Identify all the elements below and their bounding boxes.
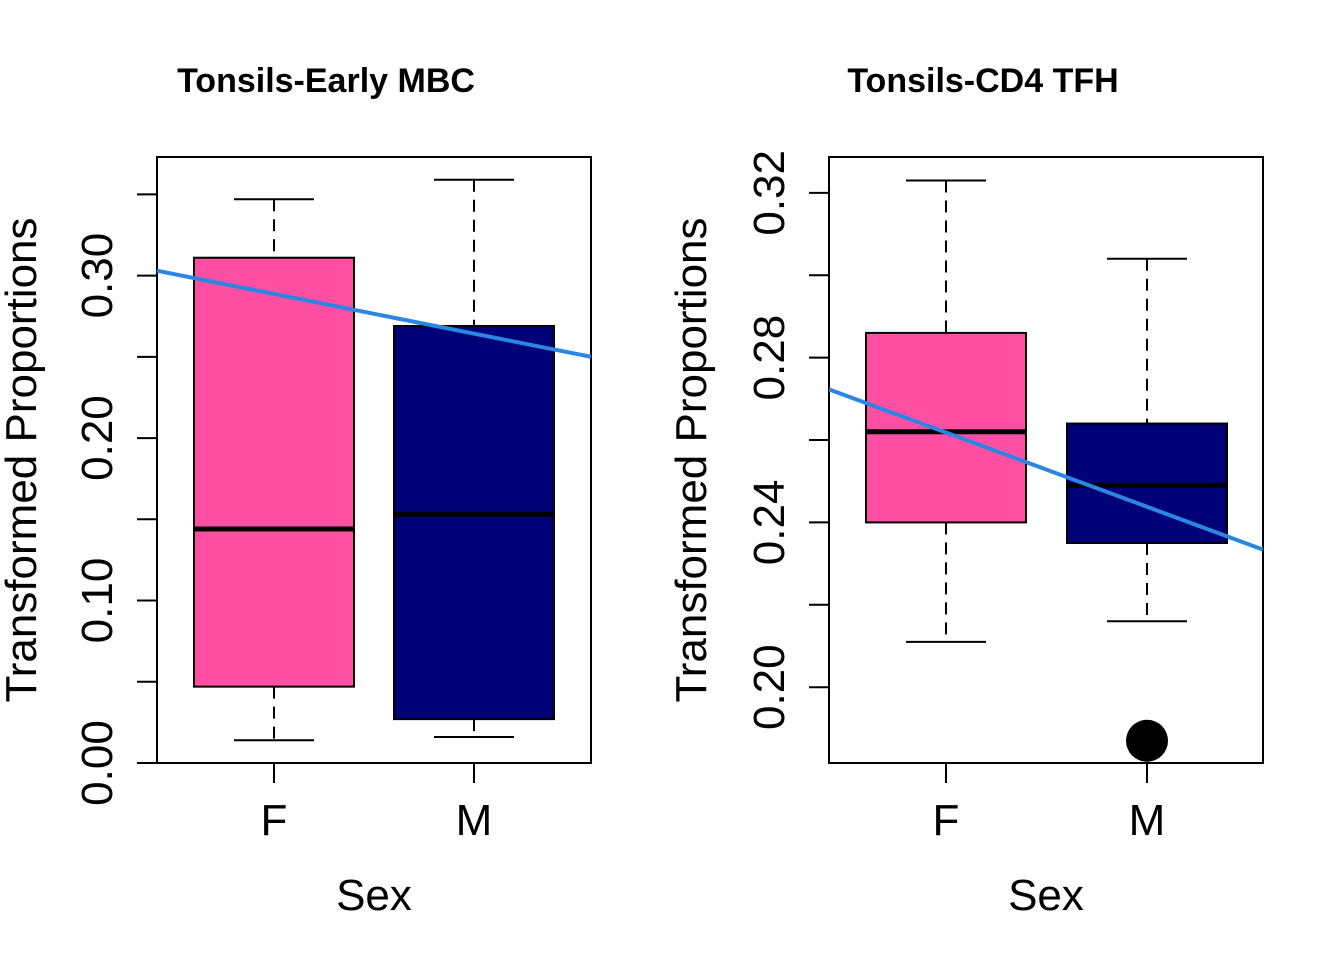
box-iqr — [193, 256, 355, 688]
trend-line — [157, 268, 591, 359]
x-axis-label: Sex — [1008, 871, 1084, 920]
box-f — [193, 198, 355, 742]
plot-frame — [156, 156, 592, 764]
box-m — [1066, 257, 1228, 762]
outlier-point — [1126, 719, 1168, 762]
x-tick-label: M — [456, 796, 493, 845]
trend-line — [829, 387, 1263, 552]
box-iqr — [393, 324, 555, 721]
panel-tonsils-early-mbc: Tonsils-Early MBC Sex Transformed Propor… — [0, 62, 592, 920]
box-iqr — [865, 331, 1027, 524]
y-tick-label: 0.00 — [73, 720, 122, 806]
y-tick-label: 0.32 — [745, 150, 794, 236]
panel-tonsils-cd4-tfh: Tonsils-CD4 TFH Sex Transformed Proporti… — [667, 62, 1264, 920]
y-tick-label: 0.20 — [73, 395, 122, 481]
x-axis-label: Sex — [336, 871, 412, 920]
chart-title: Tonsils-Early MBC — [177, 62, 475, 100]
plot-frame — [828, 156, 1264, 764]
x-tick-label: F — [933, 796, 960, 845]
y-tick-label: 0.24 — [745, 480, 794, 566]
y-tick-label: 0.30 — [73, 233, 122, 319]
box-m — [393, 178, 555, 739]
y-axis-label: Transformed Proportions — [667, 217, 716, 702]
x-tick-label: M — [1129, 796, 1166, 845]
y-tick-label: 0.10 — [73, 558, 122, 644]
y-axis-label: Transformed Proportions — [0, 217, 46, 702]
y-tick-label: 0.20 — [745, 644, 794, 730]
y-tick-label: 0.28 — [745, 315, 794, 401]
x-tick-label: F — [261, 796, 288, 845]
box-f — [865, 179, 1027, 643]
chart-title: Tonsils-CD4 TFH — [847, 62, 1118, 100]
